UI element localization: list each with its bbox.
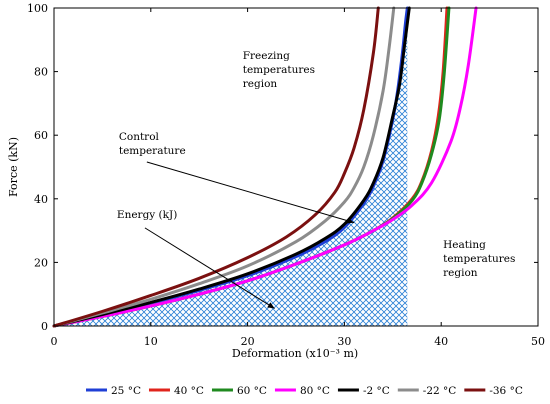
x-tick-label: 20 xyxy=(241,335,255,348)
y-tick-label: 80 xyxy=(34,66,48,79)
legend: 25 °C 40 °C 60 °C 80 °C -2 °C -22 °C -36 °C xyxy=(86,385,523,397)
annotations: Freezing temperatures region Control tempera… xyxy=(117,50,515,309)
annotation-text: Energy (kJ) xyxy=(117,209,177,221)
axis-ticks: 0 10 20 30 40 50 0 20 40 60 80 100 xyxy=(27,2,545,348)
annotation-line: Control xyxy=(119,131,160,143)
annotation-line: Heating xyxy=(443,239,486,251)
series-line xyxy=(52,6,396,328)
annotation-line: Energy (kJ) xyxy=(117,209,177,221)
annotation-arrow xyxy=(144,227,275,309)
x-axis-title: Deformation (x10⁻³ m) xyxy=(232,347,358,360)
legend-label: 80 °C xyxy=(300,385,330,397)
annotation-text: Freezing temperatures region xyxy=(243,50,315,90)
legend-label: 40 °C xyxy=(174,385,204,397)
annotation-line: Freezing xyxy=(243,50,290,62)
series-line xyxy=(52,6,380,328)
y-tick-label: 60 xyxy=(34,129,48,142)
annotation-line: region xyxy=(243,78,278,90)
annotation-line: temperature xyxy=(119,145,186,157)
series-line xyxy=(52,6,478,328)
y-tick-label: 40 xyxy=(34,193,48,206)
annotation-line: temperatures xyxy=(443,253,515,265)
legend-label: 25 °C xyxy=(111,385,141,397)
legend-label: -2 °C xyxy=(363,385,390,397)
legend-label: 60 °C xyxy=(237,385,267,397)
x-tick-label: 50 xyxy=(531,335,545,348)
y-axis-title: Force (kN) xyxy=(7,137,20,197)
annotation-line: temperatures xyxy=(243,64,315,76)
annotation-text: Heating temperatures region xyxy=(443,239,515,279)
x-tick-label: 10 xyxy=(144,335,158,348)
annotation-text: Control temperature xyxy=(119,131,186,157)
series-line xyxy=(52,6,411,328)
x-tick-label: 30 xyxy=(337,335,351,348)
legend-label: -36 °C xyxy=(489,385,523,397)
y-tick-label: 100 xyxy=(27,2,48,15)
y-tick-label: 0 xyxy=(41,320,48,333)
legend-label: -22 °C xyxy=(423,385,457,397)
y-tick-label: 20 xyxy=(34,256,48,269)
series-lines xyxy=(52,6,478,328)
annotation-line: region xyxy=(443,267,478,279)
x-tick-label: 40 xyxy=(434,335,448,348)
x-tick-label: 0 xyxy=(51,335,58,348)
plot-frame xyxy=(53,7,539,327)
annotation-arrow xyxy=(146,161,355,224)
